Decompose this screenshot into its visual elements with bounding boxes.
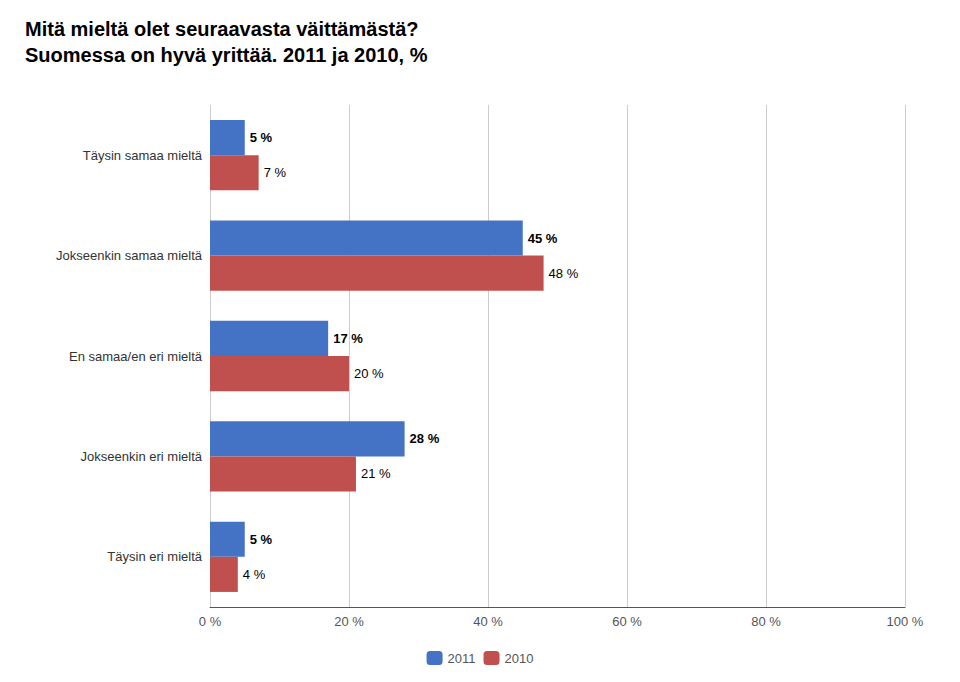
svg-text:7 %: 7 % [264, 165, 287, 180]
svg-text:0 %: 0 % [199, 614, 222, 629]
svg-text:45 %: 45 % [528, 231, 558, 246]
svg-text:Mitä mieltä olet seuraavasta v: Mitä mieltä olet seuraavasta väittämästä… [25, 18, 419, 40]
svg-text:Täysin samaa mieltä: Täysin samaa mieltä [83, 148, 203, 163]
svg-text:20 %: 20 % [334, 614, 364, 629]
svg-text:60 %: 60 % [612, 614, 642, 629]
svg-text:48 %: 48 % [549, 266, 579, 281]
svg-text:21 %: 21 % [361, 466, 391, 481]
svg-text:En samaa/en eri mieltä: En samaa/en eri mieltä [69, 349, 203, 364]
svg-text:2010: 2010 [505, 651, 534, 666]
svg-text:40 %: 40 % [473, 614, 503, 629]
svg-text:Suomessa on hyvä yrittää. 2011: Suomessa on hyvä yrittää. 2011 ja 2010, … [25, 44, 428, 66]
svg-text:2011: 2011 [448, 651, 476, 666]
svg-text:100 %: 100 % [887, 614, 924, 629]
svg-text:17 %: 17 % [333, 331, 363, 346]
svg-text:80 %: 80 % [751, 614, 781, 629]
svg-text:4 %: 4 % [243, 567, 266, 582]
svg-text:20 %: 20 % [354, 366, 384, 381]
svg-text:28 %: 28 % [410, 431, 440, 446]
svg-text:Jokseenkin eri mieltä: Jokseenkin eri mieltä [81, 449, 203, 464]
svg-text:Jokseenkin samaa mieltä: Jokseenkin samaa mieltä [56, 248, 203, 263]
svg-text:5 %: 5 % [250, 532, 273, 547]
svg-text:Täysin eri mieltä: Täysin eri mieltä [107, 549, 202, 564]
svg-text:5 %: 5 % [250, 130, 273, 145]
